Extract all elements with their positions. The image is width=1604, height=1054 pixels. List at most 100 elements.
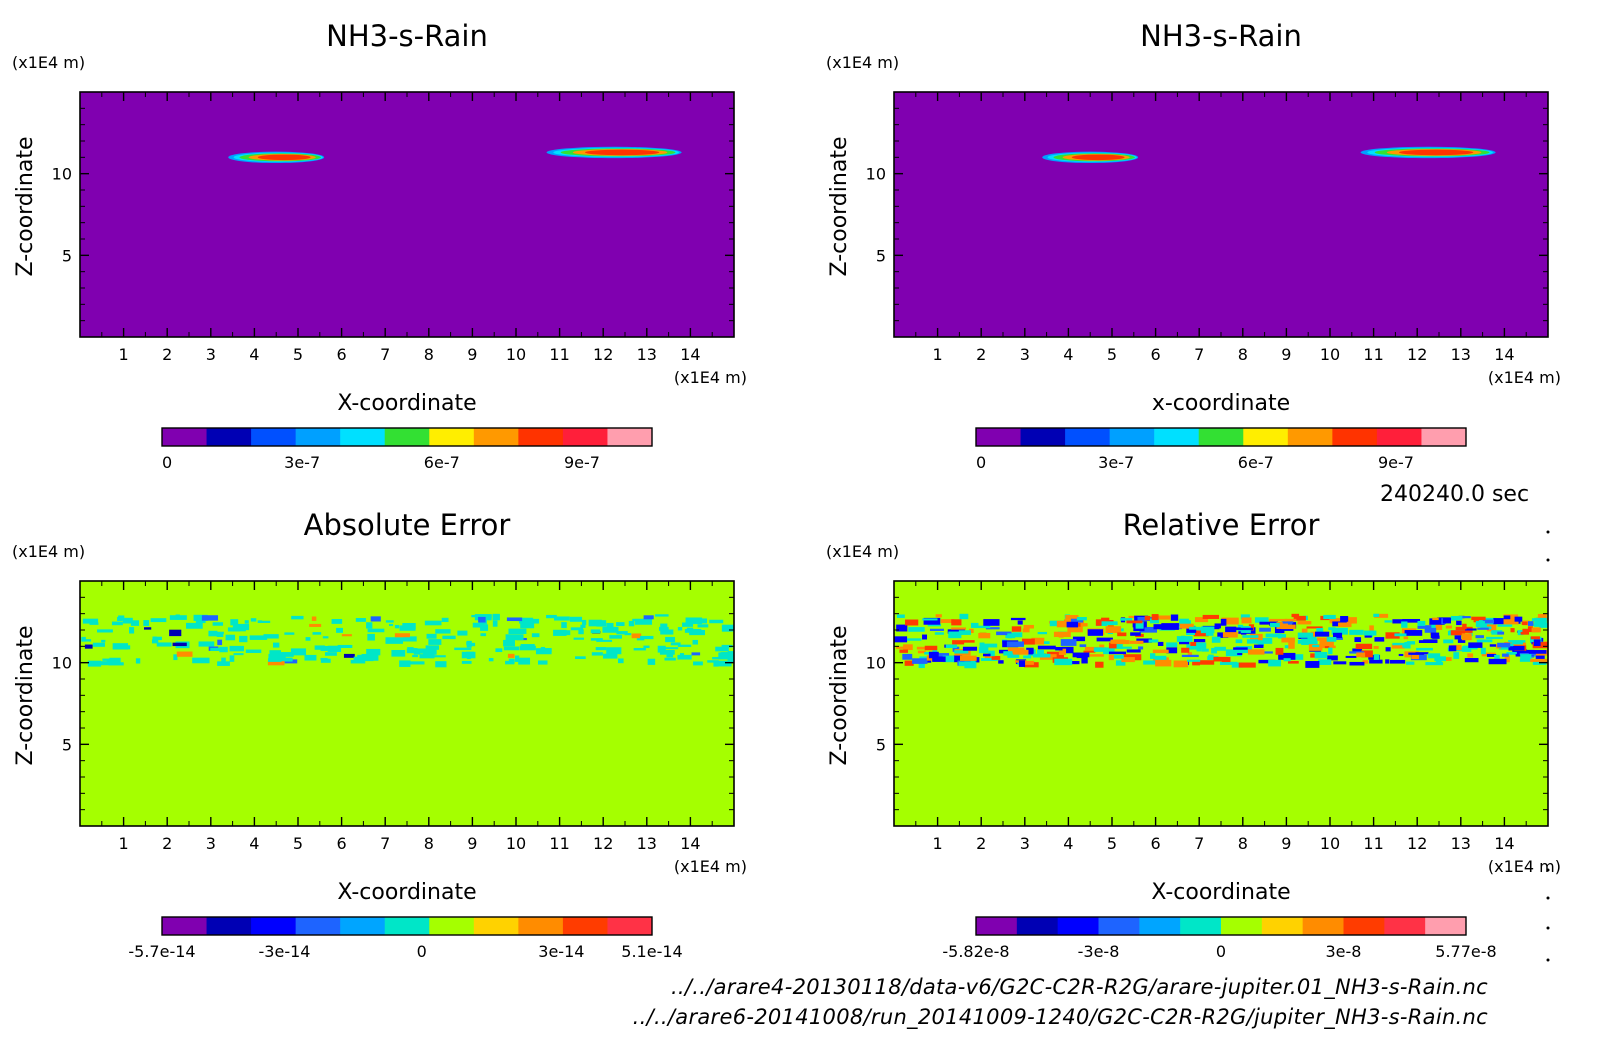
error-cell (229, 655, 235, 662)
error-cell (1288, 642, 1295, 649)
error-cell (327, 645, 342, 652)
colorbar-swatch (562, 917, 608, 935)
error-cell (1248, 624, 1255, 631)
error-cell (1462, 623, 1467, 630)
error-cell (1037, 645, 1056, 650)
error-cell (1099, 644, 1105, 649)
error-cell (1503, 615, 1511, 620)
error-cell (239, 635, 248, 643)
error-cell (1007, 633, 1012, 639)
margin-dot (1546, 896, 1550, 900)
error-cell (1510, 628, 1515, 633)
error-cell (895, 646, 913, 649)
colorbar-swatch (562, 428, 608, 446)
error-cell (1066, 621, 1079, 628)
error-cell (922, 634, 928, 640)
x-tick-label: 12 (593, 834, 613, 853)
error-cell (590, 629, 601, 634)
x-tick-label: 5 (293, 345, 303, 364)
error-cell (1241, 617, 1252, 624)
error-cell (591, 652, 603, 656)
error-cell (1355, 643, 1373, 650)
x-tick-label: 5 (1107, 345, 1117, 364)
error-cell (1017, 620, 1023, 625)
error-cell (1026, 647, 1034, 655)
colorbar-swatch (607, 917, 653, 935)
error-cell (284, 632, 295, 635)
error-cell (1242, 635, 1259, 638)
error-cell (1072, 636, 1086, 642)
error-cell (1435, 660, 1442, 665)
error-cell (442, 635, 456, 640)
error-cell (1087, 629, 1104, 636)
x-axis-label: X-coordinate (337, 391, 476, 416)
error-cell (457, 630, 468, 636)
error-cell (582, 619, 587, 625)
colorbar-swatch (429, 917, 475, 935)
colorbar-tick-label: 6e-7 (424, 453, 460, 472)
error-cell (689, 629, 705, 636)
source-file-1: ../../arare4-20130118/data-v6/G2C-C2R-R2… (670, 975, 1488, 999)
error-cell (312, 632, 322, 635)
error-cell (1186, 632, 1196, 636)
panel-3 (79, 580, 735, 936)
error-cell (1455, 626, 1473, 633)
error-cell (1503, 617, 1519, 625)
error-cell (1179, 641, 1190, 645)
colorbar-tick-label: 9e-7 (1378, 453, 1414, 472)
error-cell (682, 622, 694, 627)
error-cell (320, 646, 335, 651)
colorbar-swatch (1376, 428, 1422, 446)
error-cell (1520, 654, 1532, 660)
error-cell (1425, 662, 1444, 666)
error-cell (129, 627, 135, 634)
error-cell (1130, 632, 1141, 636)
error-cell (517, 617, 534, 622)
x-tick-label: 11 (549, 834, 569, 853)
error-cell (969, 628, 974, 634)
error-cell (1108, 642, 1117, 649)
error-cell (518, 657, 531, 665)
colorbar-frame (975, 427, 1467, 447)
error-cell (173, 654, 178, 661)
x-tick-label: 12 (1407, 345, 1427, 364)
panel-title: Absolute Error (304, 508, 511, 542)
error-cell (1268, 659, 1282, 667)
error-cell (640, 635, 654, 640)
error-cell (1181, 654, 1199, 658)
error-cell (406, 648, 416, 654)
error-cell (409, 661, 425, 665)
colorbar-swatch (295, 917, 341, 935)
error-cell (195, 619, 206, 624)
error-cell (1326, 636, 1337, 642)
error-cell (267, 661, 285, 666)
x-tick-label: 11 (1363, 834, 1383, 853)
error-cell (902, 653, 913, 660)
colorbar-swatch (384, 428, 430, 446)
error-cell (1423, 639, 1438, 644)
error-cell (343, 653, 355, 658)
error-cell (1297, 621, 1312, 625)
error-cell (1319, 640, 1334, 647)
error-cell (959, 655, 977, 661)
error-cell (466, 651, 475, 655)
error-cell (503, 646, 519, 651)
error-cell (269, 650, 281, 657)
error-cell (399, 660, 411, 667)
colorbar-swatch (1221, 917, 1263, 935)
error-cell (1497, 642, 1511, 648)
error-cell (958, 630, 971, 635)
x-tick-label: 1 (119, 834, 129, 853)
colorbar-frame (975, 916, 1467, 936)
error-cell (172, 642, 187, 647)
error-cell (1287, 660, 1299, 664)
error-cell (426, 633, 437, 639)
error-cell (1213, 656, 1228, 662)
error-cell (169, 615, 187, 620)
error-cell (1363, 630, 1377, 636)
error-cell (1108, 654, 1114, 661)
error-cell (983, 619, 1000, 626)
error-cell (1430, 632, 1440, 639)
error-cell (1391, 644, 1405, 649)
colorbar-swatch (295, 428, 341, 446)
